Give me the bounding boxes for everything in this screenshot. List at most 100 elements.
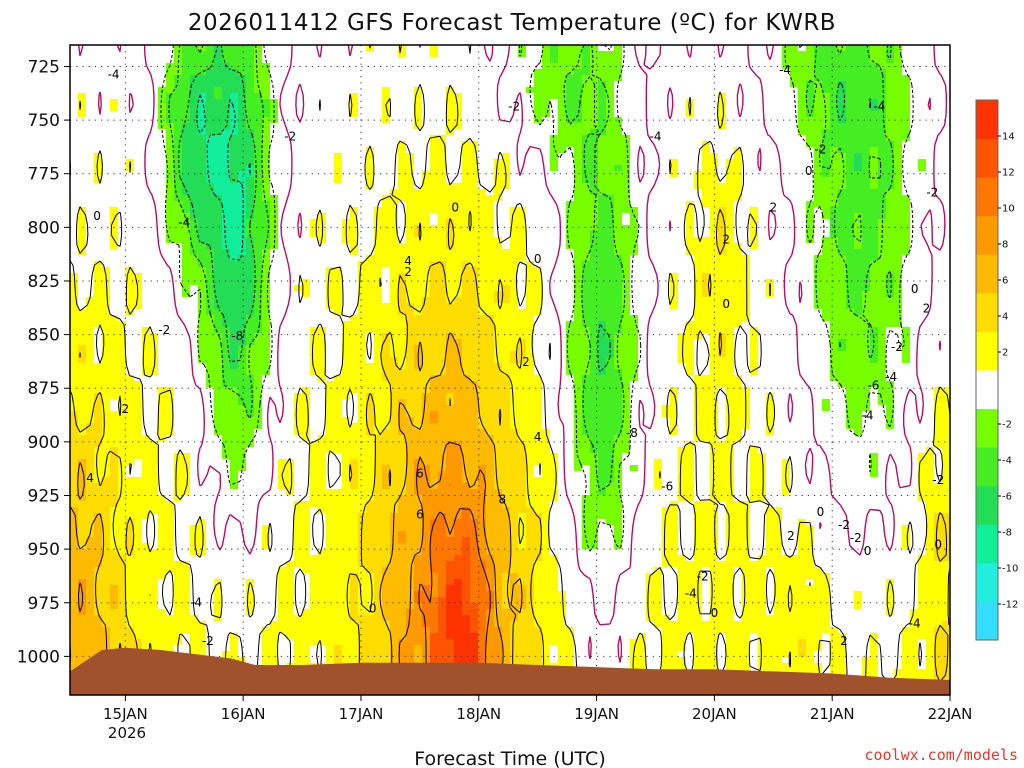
field-cell <box>246 345 255 352</box>
field-cell <box>430 123 439 130</box>
field-cell <box>166 153 175 160</box>
field-cell <box>174 543 183 550</box>
field-cell <box>158 171 167 178</box>
field-cell <box>70 609 79 616</box>
field-cell <box>166 543 175 550</box>
field-cell <box>294 237 303 244</box>
field-cell <box>206 471 215 478</box>
field-cell <box>134 153 143 160</box>
field-cell <box>262 483 271 490</box>
field-cell <box>270 315 279 322</box>
field-cell <box>70 483 79 490</box>
field-cell <box>246 189 255 196</box>
field-cell <box>342 339 351 346</box>
field-cell <box>206 639 215 646</box>
field-cell <box>350 345 359 352</box>
field-cell <box>238 93 247 100</box>
field-cell <box>222 153 231 160</box>
field-cell <box>310 573 319 580</box>
field-cell <box>270 327 279 334</box>
field-cell <box>406 393 415 400</box>
field-cell <box>134 387 143 394</box>
field-cell <box>286 81 295 88</box>
field-cell <box>406 387 415 394</box>
field-cell <box>398 387 407 394</box>
field-cell <box>302 351 311 358</box>
field-cell <box>414 639 423 646</box>
field-cell <box>294 405 303 412</box>
field-cell <box>198 111 207 118</box>
field-cell <box>102 489 111 496</box>
field-cell <box>126 207 135 214</box>
field-cell <box>134 435 143 442</box>
field-cell <box>142 489 151 496</box>
field-cell <box>214 549 223 556</box>
field-cell <box>326 195 335 202</box>
field-cell <box>358 345 367 352</box>
field-cell <box>414 93 423 100</box>
field-cell <box>70 207 79 214</box>
field-cell <box>94 345 103 352</box>
field-cell <box>206 51 215 58</box>
field-cell <box>158 81 167 88</box>
field-cell <box>398 273 407 280</box>
field-cell <box>374 381 383 388</box>
field-cell <box>334 141 343 148</box>
field-cell <box>318 477 327 484</box>
field-cell <box>102 561 111 568</box>
field-cell <box>190 561 199 568</box>
field-cell <box>366 543 375 550</box>
field-cell <box>126 549 135 556</box>
field-cell <box>78 627 87 634</box>
field-cell <box>214 453 223 460</box>
field-cell <box>334 159 343 166</box>
field-cell <box>278 357 287 364</box>
field-cell <box>70 189 79 196</box>
field-cell <box>382 51 391 58</box>
field-cell <box>222 579 231 586</box>
field-cell <box>350 225 359 232</box>
field-cell <box>78 75 87 82</box>
field-cell <box>414 621 423 628</box>
field-cell <box>390 519 399 526</box>
field-cell <box>142 345 151 352</box>
field-cell <box>414 303 423 310</box>
field-cell <box>110 297 119 304</box>
field-cell <box>94 333 103 340</box>
field-cell <box>142 537 151 544</box>
field-cell <box>262 459 271 466</box>
field-cell <box>86 213 95 220</box>
field-cell <box>390 465 399 472</box>
field-cell <box>214 381 223 388</box>
field-cell <box>110 489 119 496</box>
field-cell <box>174 93 183 100</box>
field-cell <box>422 291 431 298</box>
field-cell <box>254 525 263 532</box>
field-cell <box>238 273 247 280</box>
field-cell <box>278 519 287 526</box>
field-cell <box>270 165 279 172</box>
field-cell <box>334 615 343 622</box>
field-cell <box>406 201 415 208</box>
field-cell <box>318 321 327 328</box>
field-cell <box>246 585 255 592</box>
field-cell <box>222 255 231 262</box>
field-cell <box>190 357 199 364</box>
field-cell <box>158 303 167 310</box>
field-cell <box>190 75 199 82</box>
field-cell <box>286 531 295 538</box>
field-cell <box>166 285 175 292</box>
field-cell <box>222 543 231 550</box>
field-cell <box>182 375 191 382</box>
field-cell <box>102 99 111 106</box>
field-cell <box>126 279 135 286</box>
field-cell <box>158 369 167 376</box>
field-cell <box>158 429 167 436</box>
field-cell <box>398 513 407 520</box>
field-cell <box>190 441 199 448</box>
field-cell <box>78 81 87 88</box>
field-cell <box>246 627 255 634</box>
field-cell <box>110 363 119 370</box>
field-cell <box>238 615 247 622</box>
field-cell <box>86 117 95 124</box>
